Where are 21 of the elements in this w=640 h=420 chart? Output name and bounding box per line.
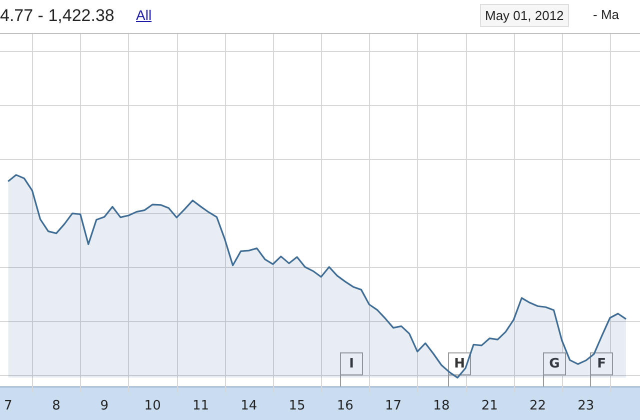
text: - Ma (593, 7, 619, 22)
x-tick-label: 15 (288, 398, 306, 414)
text: May 01, 2012 (480, 4, 569, 27)
x-tick-label: 11 (192, 398, 209, 414)
annotation: G (549, 356, 560, 372)
x-tick-label: 7 (4, 398, 12, 414)
x-tick-label: 22 (529, 398, 546, 414)
text: All (136, 7, 152, 23)
x-tick-label: 8 (52, 398, 60, 414)
annotation: I (349, 356, 354, 372)
x-tick-label: 14 (240, 398, 258, 414)
x-tick-label: 10 (144, 398, 161, 414)
chart-title: 4.77 - 1,422.38 (0, 6, 114, 26)
x-tick-label: 23 (578, 398, 594, 414)
x-tick-label: 21 (481, 398, 498, 414)
x-tick-label: 9 (100, 398, 109, 414)
annotation: F (597, 356, 606, 372)
x-tick-label: 16 (336, 398, 354, 414)
x-tick-label: 17 (385, 398, 402, 414)
annotation: H (454, 356, 465, 372)
x-tick-label: 18 (433, 398, 450, 414)
